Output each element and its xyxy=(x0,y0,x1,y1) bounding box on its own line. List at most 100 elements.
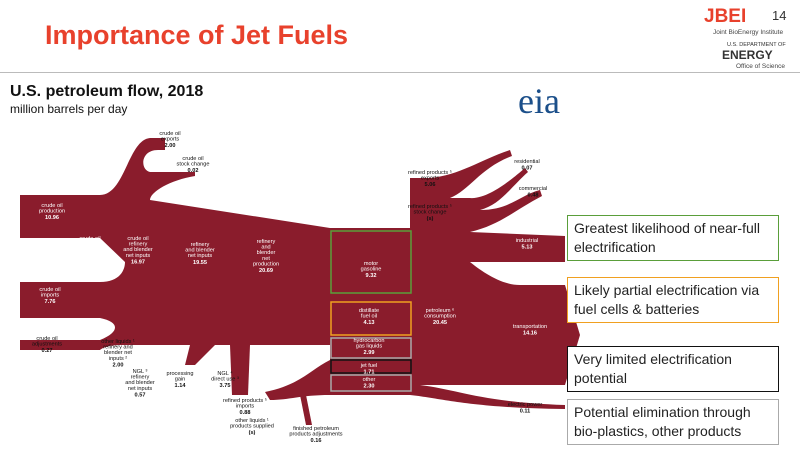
node-value: 20.69 xyxy=(259,268,273,274)
node-label: net inputs xyxy=(128,386,152,392)
node-value: 2.99 xyxy=(364,350,375,356)
node-label: production xyxy=(39,209,65,215)
node-label: motor xyxy=(364,261,378,267)
node-label: processing xyxy=(166,371,193,377)
node-label: exports xyxy=(421,176,440,182)
node-label: distillate xyxy=(359,308,379,314)
node-label: refinery xyxy=(191,242,210,248)
node-label: and xyxy=(261,245,270,251)
node-value: 0.07 xyxy=(522,166,533,172)
node-label: other xyxy=(363,377,376,383)
node-label: residential xyxy=(514,159,540,165)
node-label: crude oil xyxy=(127,236,148,242)
highlight-boxes xyxy=(330,230,412,392)
node-label: NGL ³ xyxy=(133,369,148,375)
node-label: refined products ⁵ xyxy=(408,203,452,210)
node-label: inputs ² xyxy=(109,356,127,362)
node-label: NGL ⁴ xyxy=(217,370,233,377)
node-label: refined products ⁵ xyxy=(223,397,267,404)
logo-subtitle: Joint BioEnergy Institute xyxy=(713,29,784,36)
node-label: refinery xyxy=(129,242,148,248)
node-value: 5.06 xyxy=(425,182,436,188)
node-label: and blender xyxy=(185,248,215,254)
node-value: 3.75 xyxy=(220,383,231,389)
node-value: (s) xyxy=(249,430,256,436)
node-label: refinery xyxy=(131,375,150,381)
node-value: 14.16 xyxy=(523,331,537,337)
node-value: 5.13 xyxy=(522,245,533,251)
node-value: 0.27 xyxy=(42,348,53,354)
node-value: 0.02 xyxy=(188,168,199,174)
node-value: 2.00 xyxy=(113,362,124,368)
node-value: 0.11 xyxy=(520,409,531,415)
department-name: ENERGY xyxy=(722,48,773,62)
node-label: refinery and xyxy=(103,345,133,351)
logo: JBEI xyxy=(704,6,747,27)
flows xyxy=(20,138,580,425)
node-value: 4.13 xyxy=(364,320,375,326)
node-value: 9.32 xyxy=(366,273,377,279)
node-value: 2.30 xyxy=(364,384,375,390)
node-label: stock change xyxy=(414,210,447,216)
callout: Very limited electrification potential xyxy=(567,346,779,392)
node-label: electric power xyxy=(508,402,543,408)
flow-adjust xyxy=(300,395,312,425)
node-label: exports xyxy=(161,137,180,143)
office: Office of Science xyxy=(736,63,786,70)
node-label: net xyxy=(262,256,270,262)
node-value: 1.71 xyxy=(364,370,375,376)
node-value: 0.16 xyxy=(311,438,322,444)
callout: Likely partial electrification via fuel … xyxy=(567,277,779,323)
source-logo: eia xyxy=(518,81,560,121)
node-label: petroleum ⁶ xyxy=(426,307,455,314)
node-value: 7.76 xyxy=(45,299,56,305)
callout: Greatest likelihood of near-full electri… xyxy=(567,215,779,261)
node-value: (s) xyxy=(427,216,434,222)
node-label: and blender xyxy=(125,380,155,386)
node-label: transportation xyxy=(513,324,547,330)
diagram-units: million barrels per day xyxy=(10,102,128,116)
node-label: stock change xyxy=(177,162,210,168)
node-label: blender xyxy=(257,250,276,256)
node-label: fuel oil xyxy=(361,314,377,320)
node-label: crude oil xyxy=(182,156,203,162)
node-label: adjustments xyxy=(32,342,62,348)
node-label: blender net xyxy=(104,350,132,356)
node-value: 2.00 xyxy=(165,143,176,149)
node-label: commercial xyxy=(519,186,548,192)
node-label: hydrocarbon xyxy=(353,338,384,344)
node-label: supply xyxy=(82,242,98,248)
node-value: 0.57 xyxy=(135,392,146,398)
node-label: production xyxy=(253,261,279,267)
node-label: industrial xyxy=(516,238,538,244)
node-label: imports xyxy=(41,293,60,299)
slide-title: Importance of Jet Fuels xyxy=(45,20,349,50)
page-number: 14 xyxy=(772,8,787,23)
node-label: crude oil xyxy=(36,336,57,342)
node-label: gasoline xyxy=(361,267,382,273)
node-value: 20.45 xyxy=(433,320,447,326)
node-label: gain xyxy=(175,377,186,383)
diagram-title: U.S. petroleum flow, 2018 xyxy=(10,83,204,100)
flow-ngl xyxy=(230,345,250,395)
node-label: products adjustments xyxy=(289,432,342,438)
node-label: net inputs xyxy=(188,253,212,259)
department: U.S. DEPARTMENT OF xyxy=(727,42,786,48)
node-label: refinery xyxy=(257,239,276,245)
node-label: direct use ³ xyxy=(211,377,239,383)
node-value: 10.96 xyxy=(45,215,59,221)
node-label: net inputs xyxy=(126,253,150,259)
node-label: products supplied xyxy=(230,424,274,430)
node-value: 19.55 xyxy=(193,260,207,266)
node-label: crude oil xyxy=(39,287,60,293)
node-label: consumption xyxy=(424,314,456,320)
node-label: crude oil xyxy=(41,203,62,209)
node-value: 16.97 xyxy=(131,259,145,265)
node-value: 0.48 xyxy=(528,193,539,199)
divider xyxy=(0,72,800,73)
node-label: crude oil xyxy=(159,131,180,137)
node-value: 0.88 xyxy=(240,410,251,416)
